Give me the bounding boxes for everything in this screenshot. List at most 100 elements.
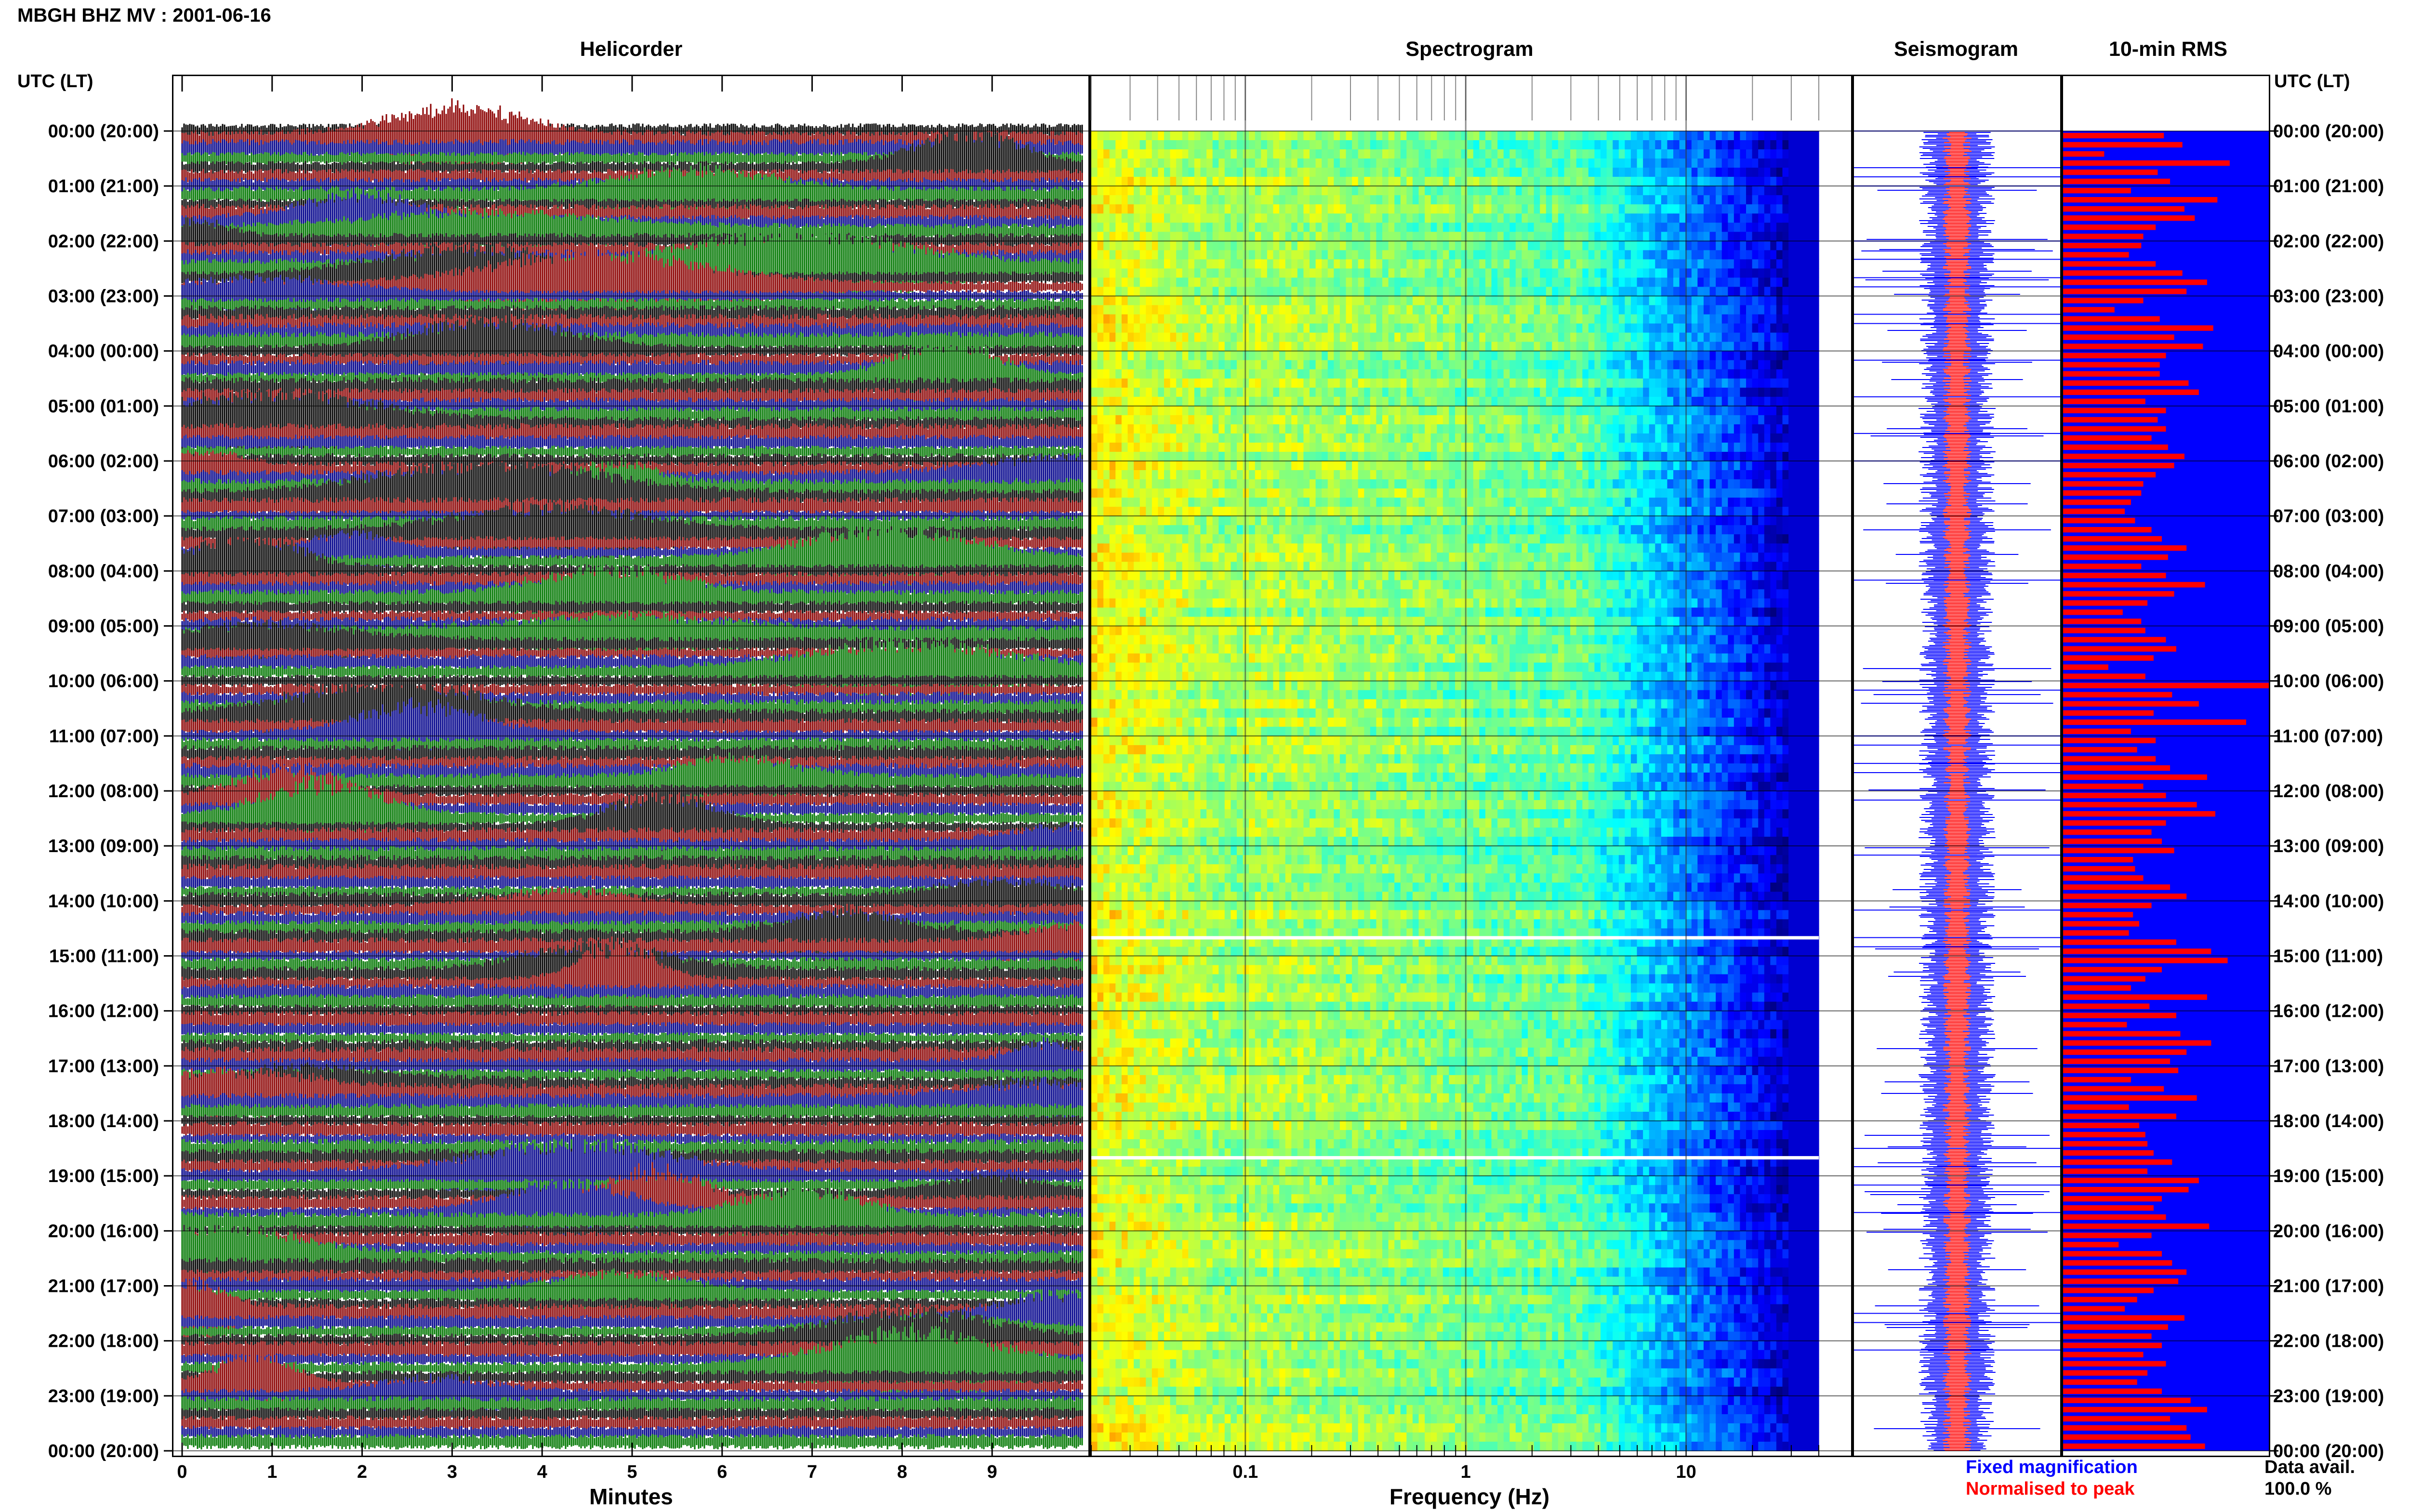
spectrogram-cell [1419, 177, 1425, 186]
spectrogram-cell [1492, 397, 1498, 407]
spectrogram-cell [1479, 195, 1485, 205]
spectrogram-cell [1303, 287, 1310, 297]
spectrogram-cell [1401, 287, 1407, 297]
spectrogram-cell [1631, 259, 1637, 269]
spectrogram-cell [1625, 415, 1631, 425]
spectrogram-cell [1188, 204, 1194, 214]
spectrogram-cell [1619, 177, 1625, 186]
spectrogram-cell [1697, 204, 1704, 214]
spectrogram-cell [1594, 268, 1601, 278]
spectrogram-cell [1504, 213, 1510, 223]
spectrogram-cell [1813, 324, 1819, 333]
spectrogram-cell [1285, 315, 1292, 324]
spectrogram-cell [1194, 315, 1201, 324]
spectrogram-cell [1473, 324, 1480, 333]
spectrogram-cell [1443, 424, 1449, 434]
spectrogram-cell [1225, 268, 1231, 278]
spectrogram-cell [1128, 406, 1134, 416]
spectrogram-cell [1273, 213, 1280, 223]
spectrogram-cell [1788, 434, 1795, 443]
spectrogram-cell [1394, 241, 1401, 250]
spectrogram-cell [1401, 177, 1407, 186]
spectrogram-cell [1485, 287, 1492, 297]
spectrogram-cell [1431, 443, 1437, 452]
spectrogram-cell [1788, 315, 1795, 324]
spectrogram-cell [1194, 351, 1201, 361]
spectrogram-cell [1291, 324, 1297, 333]
spectrogram-cell [1582, 158, 1588, 168]
spectrogram-cell [1194, 232, 1201, 241]
spectrogram-cell [1528, 250, 1534, 260]
spectrogram-cell [1758, 351, 1764, 361]
spectrogram-cell [1734, 360, 1740, 370]
spectrogram-cell [1437, 470, 1443, 480]
spectrogram-cell [1655, 452, 1661, 461]
spectrogram-cell [1413, 333, 1419, 342]
spectrogram-cell [1134, 379, 1140, 388]
spectrogram-cell [1588, 360, 1595, 370]
spectrogram-cell [1643, 424, 1649, 434]
spectrogram-cell [1158, 277, 1164, 287]
spectrogram-cell [1576, 388, 1583, 397]
spectrogram-cell [1473, 434, 1480, 443]
spectrogram-cell [1170, 305, 1177, 315]
spectrogram-cell [1285, 177, 1292, 186]
spectrogram-cell [1267, 241, 1273, 250]
spectrogram-cell [1813, 149, 1819, 159]
spectrogram-cell [1649, 131, 1655, 141]
spectrogram-cell [1607, 204, 1613, 214]
spectrogram-cell [1122, 250, 1128, 260]
spectrogram-cell [1376, 305, 1382, 315]
spectrogram-cell [1170, 388, 1177, 397]
spectrogram-cell [1770, 470, 1776, 480]
spectrogram-cell [1115, 296, 1122, 306]
spectrogram-cell [1249, 277, 1255, 287]
spectrogram-cell [1607, 287, 1613, 297]
spectrogram-cell [1201, 195, 1207, 205]
spectrogram-cell [1188, 369, 1194, 379]
spectrogram-cell [1807, 369, 1813, 379]
spectrogram-cell [1643, 434, 1649, 443]
spectrogram-cell [1170, 397, 1177, 407]
spectrogram-cell [1419, 388, 1425, 397]
spectrogram-cell [1661, 379, 1668, 388]
spectrogram-cell [1401, 388, 1407, 397]
spectrogram-cell [1607, 305, 1613, 315]
spectrogram-cell [1237, 296, 1243, 306]
spectrogram-cell [1261, 443, 1267, 452]
spectrogram-cell [1285, 287, 1292, 297]
spectrogram-cell [1425, 333, 1431, 342]
spectrogram-cell [1322, 434, 1328, 443]
spectrogram-cell [1667, 204, 1673, 214]
spectrogram-cell [1516, 204, 1522, 214]
spectrogram-cell [1201, 277, 1207, 287]
spectrogram-cell [1358, 351, 1364, 361]
spectrogram-cell [1188, 277, 1194, 287]
spectrogram-cell [1485, 461, 1492, 471]
spectrogram-cell [1182, 223, 1189, 232]
spectrogram-cell [1237, 195, 1243, 205]
spectrogram-cell [1176, 204, 1182, 214]
spectrogram-cell [1285, 241, 1292, 250]
spectrogram-cell [1110, 296, 1116, 306]
spectrogram-cell [1764, 268, 1771, 278]
spectrogram-cell [1310, 296, 1316, 306]
spectrogram-cell [1158, 268, 1164, 278]
spectrogram-cell [1419, 268, 1425, 278]
spectrogram-cell [1158, 168, 1164, 177]
spectrogram-cell [1115, 149, 1122, 159]
spectrogram-cell [1370, 369, 1377, 379]
spectrogram-cell [1194, 360, 1201, 370]
spectrogram-cell [1431, 287, 1437, 297]
spectrogram-cell [1455, 223, 1461, 232]
spectrogram-cell [1764, 415, 1771, 425]
spectrogram-cell [1176, 287, 1182, 297]
spectrogram-cell [1134, 177, 1140, 186]
spectrogram-cell [1740, 452, 1746, 461]
spectrogram-cell [1643, 232, 1649, 241]
spectrogram-cell [1303, 324, 1310, 333]
spectrogram-cell [1534, 213, 1540, 223]
spectrogram-cell [1303, 259, 1310, 269]
spectrogram-cell [1346, 149, 1352, 159]
spectrogram-cell [1661, 232, 1668, 241]
